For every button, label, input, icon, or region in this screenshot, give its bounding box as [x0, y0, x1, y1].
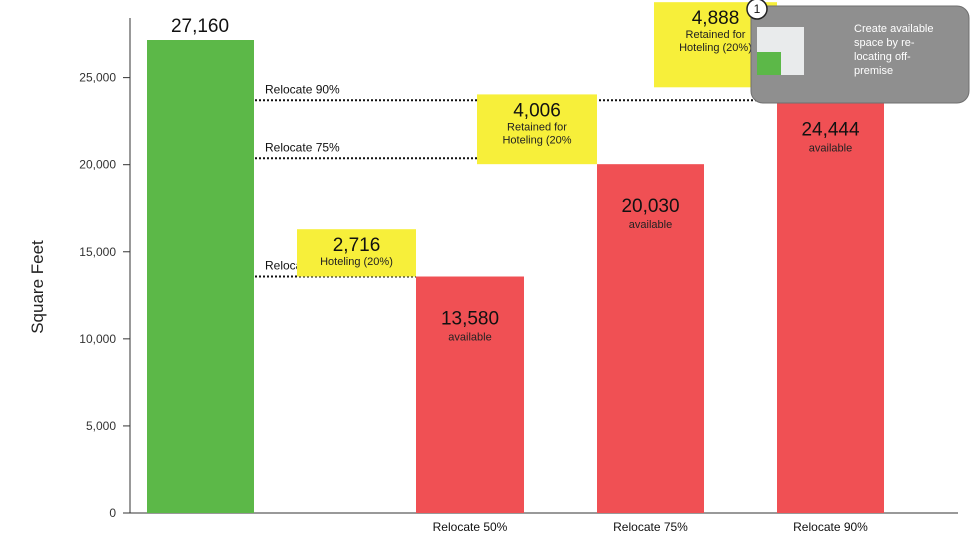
bar-available-sub-label: available — [448, 332, 491, 344]
x-category-label: Relocate 75% — [613, 520, 688, 534]
y-tick-label: 0 — [109, 506, 116, 520]
bar-retained-sub-label: Hoteling (20%) — [679, 42, 752, 54]
bar-available — [777, 87, 884, 514]
bar-available-value-label: 24,444 — [801, 119, 860, 140]
x-category-label: Relocate 50% — [433, 520, 508, 534]
bar-available-value-label: 20,030 — [621, 196, 679, 217]
bar-retained-sub-label: Hoteling (20%) — [320, 256, 393, 268]
bar-retained-value-label: 2,716 — [333, 235, 381, 256]
bar-retained-sub-label: Hoteling (20% — [502, 134, 571, 146]
bar-available-sub-label: available — [629, 219, 672, 231]
callout-line: Create available — [854, 23, 934, 35]
callout-text: Create available space by re- locating o… — [854, 23, 937, 77]
x-category-label: Relocate 90% — [793, 520, 868, 534]
bar-retained-value-label: 4,888 — [692, 8, 740, 29]
bar-retained-value-label: 4,006 — [513, 100, 561, 121]
callout-number-badge — [746, 0, 768, 20]
bar-available-sub-label: available — [809, 142, 852, 154]
bar-total — [147, 40, 254, 513]
bar-retained — [297, 229, 416, 277]
y-tick-label: 5,000 — [86, 419, 116, 433]
relocate-threshold-label: Relocate 75% — [265, 140, 340, 154]
relocate-threshold-label: Relocate 90% — [265, 82, 340, 96]
callout-number: 1 — [754, 2, 761, 16]
bar-retained-sub-label: Retained for — [507, 121, 567, 133]
y-tick-label: 10,000 — [79, 332, 116, 346]
y-tick-label: 15,000 — [79, 245, 116, 259]
legend-callout: 1 Create available space by re- locating… — [746, 0, 970, 104]
callout-swatch-inner — [757, 52, 781, 75]
bar-retained-sub-label: Retained for — [686, 29, 746, 41]
callout-line: locating off- — [854, 51, 911, 63]
callout-line: space by re- — [854, 37, 915, 49]
y-tick-label: 25,000 — [79, 71, 116, 85]
callout-box — [750, 5, 970, 104]
bar-available — [597, 164, 704, 513]
bar-retained — [477, 94, 597, 165]
bar-total-value-label: 27,160 — [171, 16, 229, 37]
y-axis-label: Square Feet — [28, 240, 47, 334]
bar-available-value-label: 13,580 — [441, 309, 499, 330]
callout-line: premise — [854, 65, 893, 77]
bar-available — [416, 276, 524, 513]
y-tick-label: 20,000 — [79, 158, 116, 172]
